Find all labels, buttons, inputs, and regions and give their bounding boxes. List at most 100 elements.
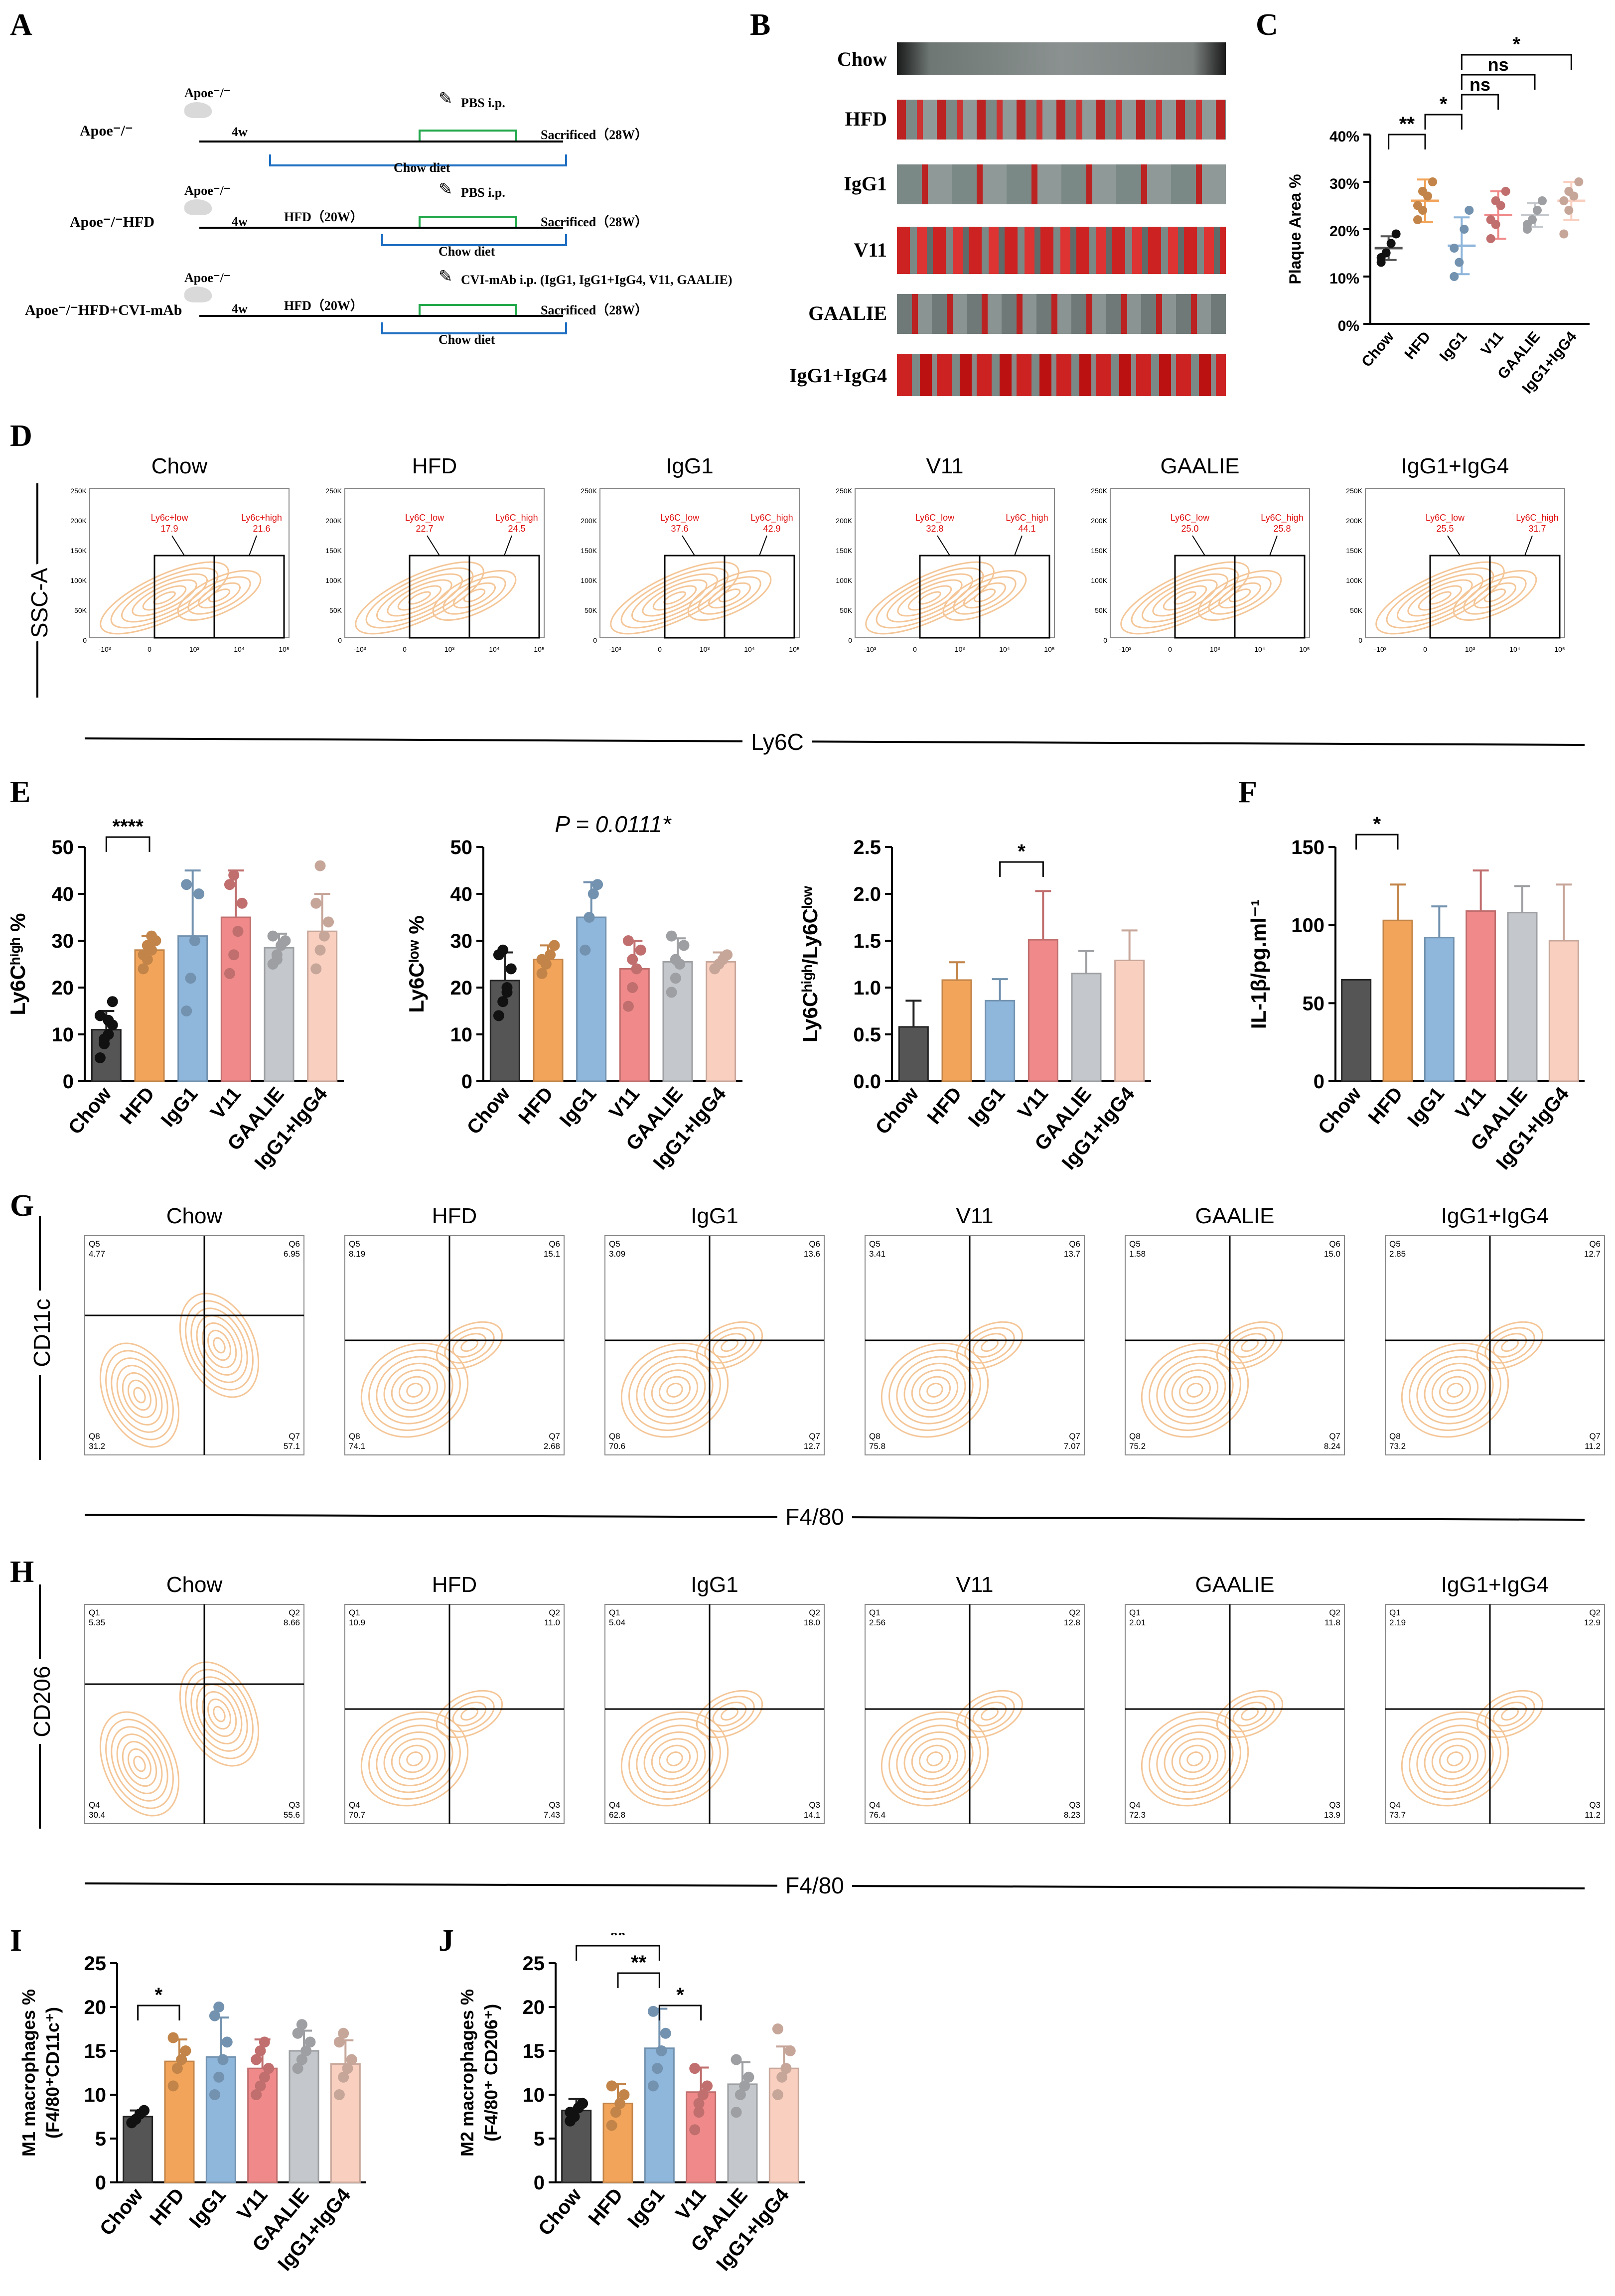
contour-ring [1174, 591, 1196, 605]
y-tick-label: 30% [1329, 176, 1359, 192]
start-age: 4w [232, 301, 248, 316]
bar-IgG1+IgG4 [1548, 940, 1579, 1082]
plot-frame [599, 488, 800, 638]
bar-HFD [533, 959, 564, 1082]
q-name-lr: Q3 [1589, 1800, 1601, 1810]
y-tick-label: 100K [70, 576, 87, 584]
gate-name-low: Ly6C_low [1426, 513, 1465, 523]
y-tick-label: 40 [52, 883, 74, 905]
y-tick-label: 250K [1091, 487, 1107, 495]
plot-frame [855, 488, 1055, 638]
contour-ring [406, 1751, 423, 1766]
contour-ring [903, 1362, 966, 1418]
contour-ring [368, 1718, 461, 1800]
y-tick-label: 50K [585, 606, 597, 614]
x-tick-label: -10³ [864, 645, 877, 653]
q-name-lr: Q7 [549, 1432, 560, 1441]
y-axis-label-2: (F4/80⁺CD11c⁺) [42, 2007, 63, 2139]
chart-i: 0 5 10 15 20 25 M1 macrophages % (F4/80⁺CD11c⁺)… [18, 1953, 366, 2275]
q-value-ul: 2.01 [1129, 1618, 1146, 1627]
flow-plot-HFD: HFD 250K 200K 150K 100K 50K 0 -10³ 0 10³ 10⁴ 10⁵ Ly6… [325, 454, 545, 653]
data-point [647, 2080, 659, 2092]
plot-title: GAALIE [1195, 1573, 1275, 1597]
contour-ring [122, 1740, 157, 1787]
q-name-ul: Q5 [349, 1239, 360, 1249]
gate-value-high: 42.9 [763, 524, 780, 534]
gate-name-high: Ly6C_high [1261, 513, 1303, 523]
significance-bracket [1461, 54, 1572, 70]
bar-Chow [1341, 979, 1372, 1082]
contour-ring [973, 588, 996, 602]
x-tick-label: 0 [1423, 645, 1427, 653]
gate-pointer [427, 535, 440, 556]
data-point [1501, 187, 1510, 196]
contour-ring [436, 1690, 503, 1738]
q-value-ul: 1.58 [1129, 1249, 1146, 1259]
contour-ring [696, 1321, 763, 1370]
timeline-row-3: Apoe⁻/⁻HFD+CVI-mAb Apoe⁻/⁻ 4w HFD（20W） C… [0, 267, 737, 366]
y-tick-label: 150K [836, 547, 852, 555]
x-tick-label: 10⁴ [1254, 645, 1265, 653]
flow-plot-IgG1+IgG4: IgG1+IgG4 250K 200K 150K 100K 50K 0 -10³ 0 10³ 10⁴… [1346, 454, 1565, 653]
y-tick-label: 30 [450, 930, 473, 952]
bar-GAALIE [1507, 912, 1538, 1082]
contour-ring [399, 1376, 431, 1405]
data-point [622, 1001, 634, 1012]
y-tick-label: 0 [95, 2172, 106, 2194]
contour-ring [105, 1719, 174, 1809]
mouse-strain: Apoe⁻/⁻ [184, 183, 231, 198]
panel-label-b: B [750, 8, 771, 42]
aorta-image-v11 [897, 227, 1226, 274]
hfd-label: HFD（20W） [284, 210, 363, 224]
contour-ring [919, 1744, 951, 1773]
data-point [138, 963, 149, 975]
data-point [614, 2098, 626, 2109]
data-point [167, 2080, 179, 2092]
contour-ring [133, 1387, 146, 1404]
data-point [280, 935, 291, 946]
y-axis-label: Plaque Area % [1286, 174, 1304, 284]
data-point [180, 2045, 191, 2056]
y-tick-label: 20% [1329, 223, 1359, 240]
data-point [1391, 229, 1401, 239]
timeline-row-1: Apoe⁻/⁻ Apoe⁻/⁻ 4w Chow diet ✎ PBS i.p. … [0, 75, 737, 175]
data-point [606, 2080, 617, 2092]
contour-ring [897, 579, 963, 617]
data-point [1386, 239, 1396, 248]
x-tick-label: 10⁵ [1554, 645, 1565, 653]
gate-name-low: Ly6C_low [405, 513, 444, 523]
x-tick-label: 10⁵ [1044, 645, 1054, 653]
data-point [228, 869, 240, 881]
q-name-ur: Q6 [1589, 1239, 1601, 1249]
x-tick-label: 0 [1168, 645, 1172, 653]
contour-ring [721, 1338, 738, 1352]
aorta-image-chow [897, 42, 1226, 75]
q-value-ul: 5.04 [609, 1618, 625, 1627]
data-point [635, 944, 646, 956]
treatment-bracket [419, 304, 517, 315]
q-value-lr: 11.2 [1585, 1441, 1601, 1451]
data-point [310, 897, 322, 909]
gate-name-low: Ly6C_low [915, 513, 955, 523]
timeline-axis [199, 141, 563, 143]
data-point [1559, 196, 1569, 205]
significance-bracket [1461, 94, 1499, 110]
data-point [1460, 225, 1469, 234]
mouse-strain: Apoe⁻/⁻ [184, 86, 231, 100]
plot-frame [865, 1604, 1085, 1824]
contour-ring [1409, 1349, 1501, 1431]
q-value-lr: 8.24 [1324, 1441, 1340, 1451]
q-value-lr: 2.68 [544, 1441, 560, 1451]
hfd-label: HFD（20W） [284, 298, 363, 313]
data-point [224, 968, 235, 979]
contour-ring [132, 579, 197, 617]
contour-ring [391, 1369, 439, 1411]
contour-ring [1492, 1333, 1527, 1358]
flow-plot-IgG1: IgG1 250K 200K 150K 100K 50K 0 -10³ 0 10³ 10⁴ 10⁵ Ly… [581, 454, 800, 653]
x-tick-label-IgG1: IgG1 [185, 2184, 230, 2232]
y-tick-label: 200K [581, 517, 597, 525]
data-point [743, 2071, 754, 2083]
contour-ring [213, 1706, 226, 1722]
contour-ring [196, 1684, 243, 1744]
